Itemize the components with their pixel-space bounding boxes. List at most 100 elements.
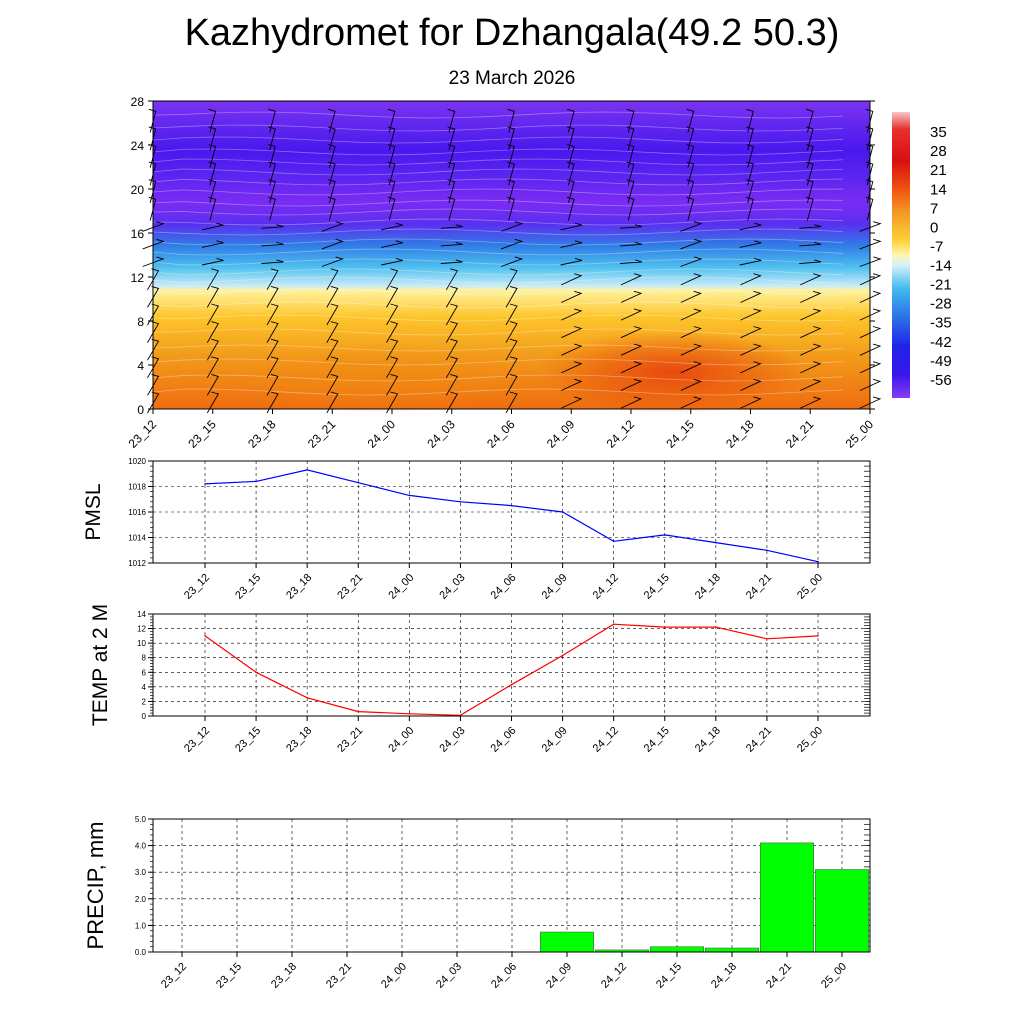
wind-barb (501, 221, 524, 232)
x-tick-label: 24_21 (764, 961, 794, 991)
data-point (561, 511, 564, 513)
data-point (357, 710, 360, 713)
wind-barb (206, 285, 219, 308)
data-point (766, 549, 768, 552)
wind-barb (619, 259, 643, 264)
y-axis-label: TEMP at 2 M (89, 604, 112, 726)
wind-barb (501, 256, 524, 267)
wind-barb (800, 378, 822, 391)
y-tick-label: 4 (142, 683, 147, 692)
x-tick-label: 24_09 (540, 725, 570, 755)
wind-barb (266, 391, 279, 414)
height-time-section: 0 4 8 12 16 20 24 28 23_12 23_15 23_18 23_21 24_00 24… (126, 95, 882, 451)
wind-barb (386, 303, 399, 326)
wind-barb (859, 396, 882, 409)
contour-line (152, 238, 844, 246)
wind-barb (326, 373, 339, 396)
contour-line (152, 218, 844, 226)
wind-barb (859, 290, 882, 303)
y-tick-label: 16 (131, 227, 145, 241)
data-point (612, 540, 615, 543)
wind-barb (445, 391, 458, 414)
wind-barb (326, 391, 339, 414)
wind-barb (680, 343, 702, 356)
wind-barb (799, 224, 822, 229)
contour-line (152, 228, 844, 236)
colorbar-label: 14 (930, 181, 947, 198)
y-tick-label: 1020 (128, 457, 146, 466)
wind-barb (561, 273, 583, 286)
wind-barb (386, 391, 399, 414)
contour-line (152, 276, 844, 284)
wind-barb (440, 224, 463, 229)
wind-barb (680, 361, 702, 374)
y-tick-label: 14 (137, 610, 146, 619)
wind-barb (739, 257, 762, 266)
x-tick-label: 24_15 (642, 572, 672, 602)
wind-barb (620, 361, 643, 374)
wind-barb (266, 285, 279, 308)
x-tick-label: 23_12 (126, 417, 160, 451)
x-tick-label: 24_21 (783, 417, 817, 451)
x-tick-label: 23_15 (214, 961, 244, 991)
wind-barb (680, 238, 703, 250)
x-tick-label: 23_15 (185, 417, 219, 451)
wind-barbs (142, 108, 882, 414)
wind-barb (381, 240, 403, 248)
contour-line (152, 268, 844, 276)
y-axis-label: PRECIP, mm (83, 822, 108, 950)
contour-line (152, 248, 844, 256)
x-tick-label: 24_15 (654, 961, 684, 991)
data-point (510, 504, 513, 507)
contour-line (152, 124, 844, 132)
temperature-colorbar: 35 28 21 14 7 0 -7 -14 -21 -28 -35 -42 -49 -56 (892, 112, 952, 398)
x-tick-label: 24_03 (424, 417, 458, 451)
colorbar-label: -14 (930, 258, 952, 275)
wind-barb (266, 338, 279, 361)
data-point (817, 560, 819, 563)
x-tick-label: 24_12 (604, 417, 638, 451)
data-point (408, 494, 411, 497)
data-point (306, 469, 308, 471)
wind-barb (680, 378, 702, 391)
wind-barb (326, 268, 339, 291)
wind-barb (206, 373, 219, 396)
contour-line (152, 199, 844, 207)
wind-barb (148, 108, 157, 133)
y-tick-label: 4 (137, 359, 144, 373)
data-point (357, 481, 360, 484)
contour-line (152, 388, 844, 396)
wind-barb (147, 391, 160, 414)
grid-lines (153, 819, 870, 952)
wind-barb (201, 257, 224, 266)
wind-barb (507, 108, 515, 133)
x-tick-label: 24_18 (723, 417, 757, 451)
wind-barb (321, 238, 345, 250)
wind-barb (620, 326, 643, 339)
wind-barb (740, 290, 762, 303)
y-tick-label: 20 (131, 183, 145, 197)
wind-barb (445, 303, 458, 326)
wind-barb (505, 373, 518, 396)
x-tick-label: 23_15 (233, 725, 263, 755)
colorbar-label: -56 (930, 372, 952, 389)
wind-barb (206, 268, 219, 291)
wind-barb (206, 303, 219, 326)
data-point (715, 626, 717, 628)
colorbar-label: -21 (930, 277, 952, 294)
wind-barb (740, 361, 762, 374)
precip-bar (705, 947, 759, 953)
wind-barb (505, 321, 518, 343)
y-tick-label: 0 (137, 403, 144, 417)
wind-barb (326, 303, 339, 326)
wind-barb (147, 373, 160, 396)
wind-barb (620, 273, 643, 286)
contour-line (152, 136, 844, 144)
y-tick-label: 1016 (128, 508, 146, 517)
wind-barb (859, 256, 882, 267)
wind-barb (147, 321, 160, 343)
wind-barb (859, 308, 882, 321)
wind-barb (799, 259, 822, 264)
x-tick-label: 24_00 (379, 961, 409, 991)
wind-barb (326, 285, 339, 308)
